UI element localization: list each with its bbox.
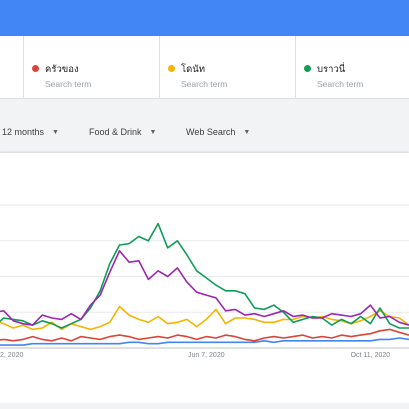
search-term-card[interactable]: โดนัท Search term xyxy=(159,36,295,99)
app-header-bar xyxy=(0,0,409,36)
series-line-4 xyxy=(0,222,409,329)
page-bottom-edge xyxy=(0,403,409,409)
dropdown-arrow-icon: ▼ xyxy=(52,129,59,136)
series-color-dot xyxy=(32,65,39,72)
series-color-dot xyxy=(168,65,175,72)
search-term-card[interactable]: บราวนี่ Search term xyxy=(295,36,409,99)
series-line-2 xyxy=(0,328,409,342)
search-type-dropdown[interactable]: Web Search ▼ xyxy=(186,127,250,137)
search-term-name: โดนัท xyxy=(181,64,206,75)
category-dropdown[interactable]: Food & Drink ▼ xyxy=(89,127,156,137)
search-term-name: บราวนี่ xyxy=(317,64,346,75)
search-term-card[interactable]: ครัวของ Search term xyxy=(23,36,159,99)
search-term-card-partial[interactable] xyxy=(0,36,23,99)
x-tick-label: Jun 7, 2020 xyxy=(188,352,225,359)
interest-over-time-card: 2, 2020 Jun 7, 2020 Oct 11, 2020 xyxy=(0,153,409,409)
search-term-type: Search term xyxy=(45,79,92,89)
series-color-dot xyxy=(304,65,311,72)
x-tick-label: 2, 2020 xyxy=(0,352,23,359)
series-line-5 xyxy=(0,250,409,326)
x-axis-ticks: 2, 2020 Jun 7, 2020 Oct 11, 2020 xyxy=(0,352,390,359)
time-range-dropdown[interactable]: 12 months ▼ xyxy=(2,127,59,137)
x-tick-label: Oct 11, 2020 xyxy=(351,352,391,359)
interest-over-time-chart[interactable]: 2, 2020 Jun 7, 2020 Oct 11, 2020 xyxy=(0,153,409,403)
search-terms-bar: ครัวของ Search term โดนัท Search term บร… xyxy=(0,36,409,99)
search-type-label: Web Search xyxy=(186,127,236,137)
category-label: Food & Drink xyxy=(89,127,142,137)
series-line-1 xyxy=(0,337,409,346)
time-range-label: 12 months xyxy=(2,127,45,137)
filter-bar: 12 months ▼ Food & Drink ▼ Web Search ▼ xyxy=(0,99,409,153)
series-line-3 xyxy=(0,305,409,331)
dropdown-arrow-icon: ▼ xyxy=(243,129,251,136)
search-term-type: Search term xyxy=(317,79,364,89)
chart-series xyxy=(0,222,409,346)
search-term-name: ครัวของ xyxy=(45,64,79,75)
dropdown-arrow-icon: ▼ xyxy=(149,129,157,136)
search-term-type: Search term xyxy=(181,79,228,89)
